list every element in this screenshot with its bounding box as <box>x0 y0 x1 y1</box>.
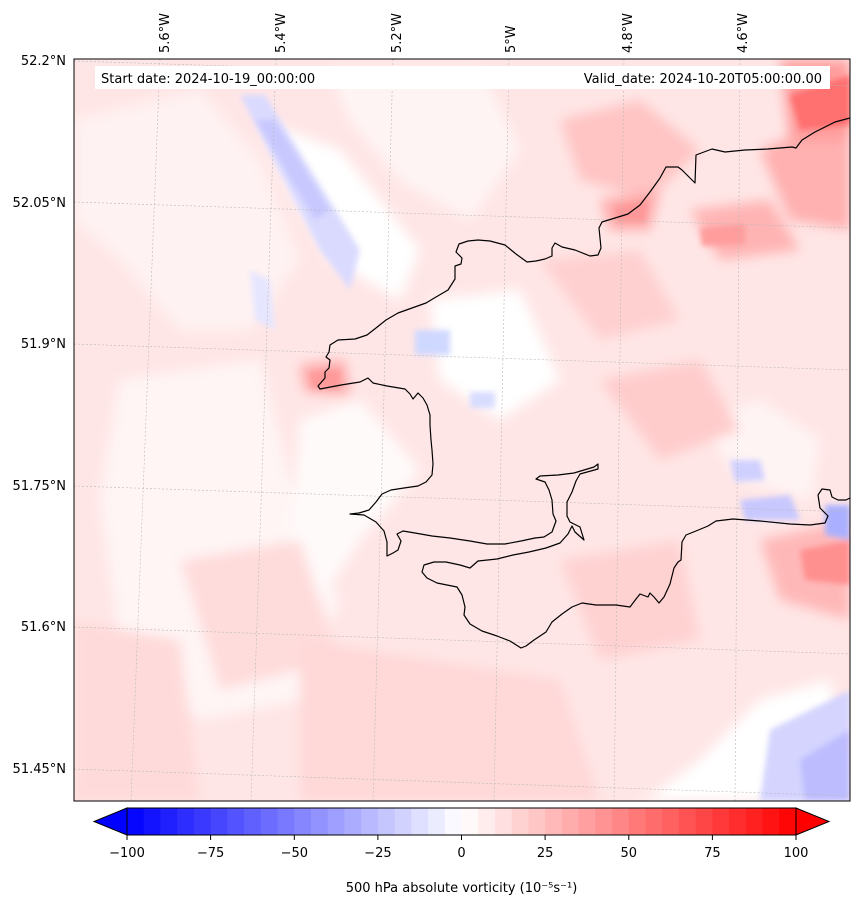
colorbar-cell <box>310 808 329 835</box>
colorbar-title: 500 hPa absolute vorticity (10⁻⁵s⁻¹) <box>346 881 578 896</box>
colorbar-cell <box>695 808 713 835</box>
colorbar-cell <box>528 808 546 835</box>
colorbar-cell <box>511 808 530 835</box>
colorbar-cell <box>612 808 630 835</box>
parallel-51-75n <box>74 485 850 513</box>
cb-label-2: −50 <box>281 846 308 861</box>
colorbar-cell <box>745 808 764 835</box>
colorbar-cell <box>595 808 613 835</box>
colorbar: −100 −75 −50 −25 0 25 50 75 100 500 hPa … <box>92 807 831 896</box>
colorbar-cell <box>277 808 295 835</box>
date-banner <box>95 66 830 89</box>
colorbar-cell <box>561 808 580 835</box>
colorbar-cell <box>127 808 145 835</box>
colorbar-cell <box>344 808 362 835</box>
cb-label-7: 75 <box>704 846 721 861</box>
field-detail <box>240 75 850 801</box>
colorbar-cell <box>260 808 279 835</box>
vorticity-field <box>74 59 850 801</box>
colorbar-cell <box>678 808 697 835</box>
colorbar-title-text: 500 hPa absolute vorticity <box>346 881 516 896</box>
colorbar-cell <box>143 808 162 835</box>
coastline-north <box>317 117 850 649</box>
colorbar-cell <box>712 808 730 835</box>
colorbar-cell <box>361 808 379 835</box>
lat-label-51-45n: 51.45°N <box>13 762 66 777</box>
colorbar-cell <box>227 808 245 835</box>
parallel-52-05n <box>74 201 850 229</box>
colorbar-cell <box>244 808 262 835</box>
lat-label-52-05n: 52.05°N <box>13 196 66 211</box>
colorbar-cell <box>478 808 496 835</box>
colorbar-cell <box>193 808 212 835</box>
cb-label-6: 50 <box>621 846 638 861</box>
colorbar-ticks <box>126 835 797 840</box>
colorbar-max-extend <box>795 807 831 836</box>
colorbar-cell <box>177 808 195 835</box>
field-shading <box>74 60 850 801</box>
lon-label-5-4w: 5.4°W <box>274 13 289 53</box>
colorbar-cell <box>494 808 513 835</box>
lat-label-51-9n: 51.9°N <box>21 337 66 352</box>
colorbar-cell <box>160 808 178 835</box>
colorbar-cell <box>411 808 429 835</box>
cb-label-8: 100 <box>784 846 809 861</box>
valid-date-label: Valid_date: 2024-10-20T05:00:00.00 <box>584 72 822 87</box>
cb-label-3: −25 <box>364 846 391 861</box>
map-frame <box>73 58 851 802</box>
colorbar-min-extend <box>92 807 128 836</box>
lon-label-4-8w: 4.8°W <box>621 13 636 53</box>
colorbar-cell <box>394 808 412 835</box>
colorbar-cell <box>762 808 780 835</box>
cb-label-1: −75 <box>197 846 224 861</box>
parallel-51-45n <box>74 768 850 797</box>
lat-label-52-2n: 52.2°N <box>21 54 66 69</box>
colorbar-cell <box>461 808 479 835</box>
cb-label-5: 25 <box>537 846 554 861</box>
latitude-labels: 52.2°N 52.05°N 51.9°N 51.75°N 51.6°N 51.… <box>13 54 66 777</box>
lon-label-5-2w: 5.2°W <box>390 13 405 53</box>
colorbar-cell <box>210 808 228 835</box>
colorbar-cell <box>294 808 312 835</box>
lon-label-4-6w: 4.6°W <box>736 13 751 53</box>
colorbar-unit: (10⁻⁵s⁻¹) <box>520 881 578 896</box>
colorbar-cell <box>578 808 596 835</box>
cb-label-4: 0 <box>457 846 465 861</box>
colorbar-cell <box>327 808 346 835</box>
colorbar-cell <box>645 808 663 835</box>
colorbar-cell <box>444 808 463 835</box>
colorbar-cell <box>428 808 446 835</box>
colorbar-cells <box>127 808 797 835</box>
cb-label-0: −100 <box>109 846 145 861</box>
colorbar-cell <box>729 808 747 835</box>
coastline <box>317 117 850 649</box>
colorbar-cell <box>662 808 680 835</box>
longitude-labels: 5.6°W 5.4°W 5.2°W 5°W 4.8°W 4.6°W <box>158 13 751 53</box>
colorbar-cell <box>779 808 797 835</box>
colorbar-cell <box>545 808 563 835</box>
colorbar-cell <box>377 808 396 835</box>
lon-label-5-6w: 5.6°W <box>158 13 173 53</box>
parallel-51-6n <box>74 626 850 655</box>
lat-label-51-75n: 51.75°N <box>13 479 66 494</box>
lat-label-51-6n: 51.6°N <box>21 620 66 635</box>
start-date-label: Start date: 2024-10-19_00:00:00 <box>101 72 315 87</box>
lon-label-5w: 5°W <box>504 25 519 53</box>
parallel-51-9n <box>74 343 850 371</box>
graticule <box>74 59 850 801</box>
colorbar-cell <box>628 808 647 835</box>
